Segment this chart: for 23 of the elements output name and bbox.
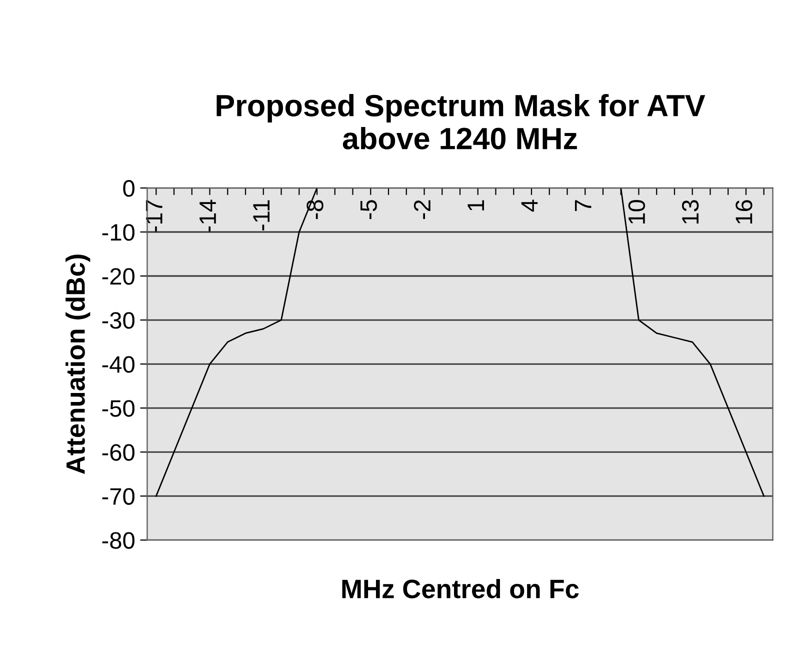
y-tick-label: -60	[102, 444, 134, 461]
x-tick-label: -11	[253, 200, 270, 230]
x-axis-title: MHz Centred on Fc	[342, 578, 579, 598]
x-tick-label: 1	[468, 200, 484, 210]
y-tick-label: -50	[102, 400, 134, 417]
x-tick-label: 16	[736, 200, 752, 224]
y-tick-label: -10	[102, 224, 134, 241]
y-tick-label: -80	[102, 532, 134, 549]
x-tick-label: 4	[521, 200, 538, 212]
x-tick-label: -14	[200, 200, 216, 232]
x-tick-label: -5	[360, 200, 377, 220]
x-tick-label: 10	[628, 200, 646, 224]
x-tick-label: -2	[414, 200, 430, 220]
y-tick-label: -40	[102, 356, 134, 373]
y-tick-label: -70	[102, 488, 134, 505]
y-tick-label: -20	[102, 268, 134, 285]
chart-title: Proposed Spectrum Mask for ATV above 1240 MHz	[216, 94, 706, 150]
x-tick-label: 13	[682, 200, 699, 224]
x-tick-label: -8	[306, 200, 324, 220]
x-tick-label: 7	[574, 200, 592, 212]
y-tick-label: 0	[123, 180, 134, 197]
y-axis-title: Attenuation (dBc)	[66, 254, 90, 474]
y-tick-label: -30	[102, 312, 134, 329]
